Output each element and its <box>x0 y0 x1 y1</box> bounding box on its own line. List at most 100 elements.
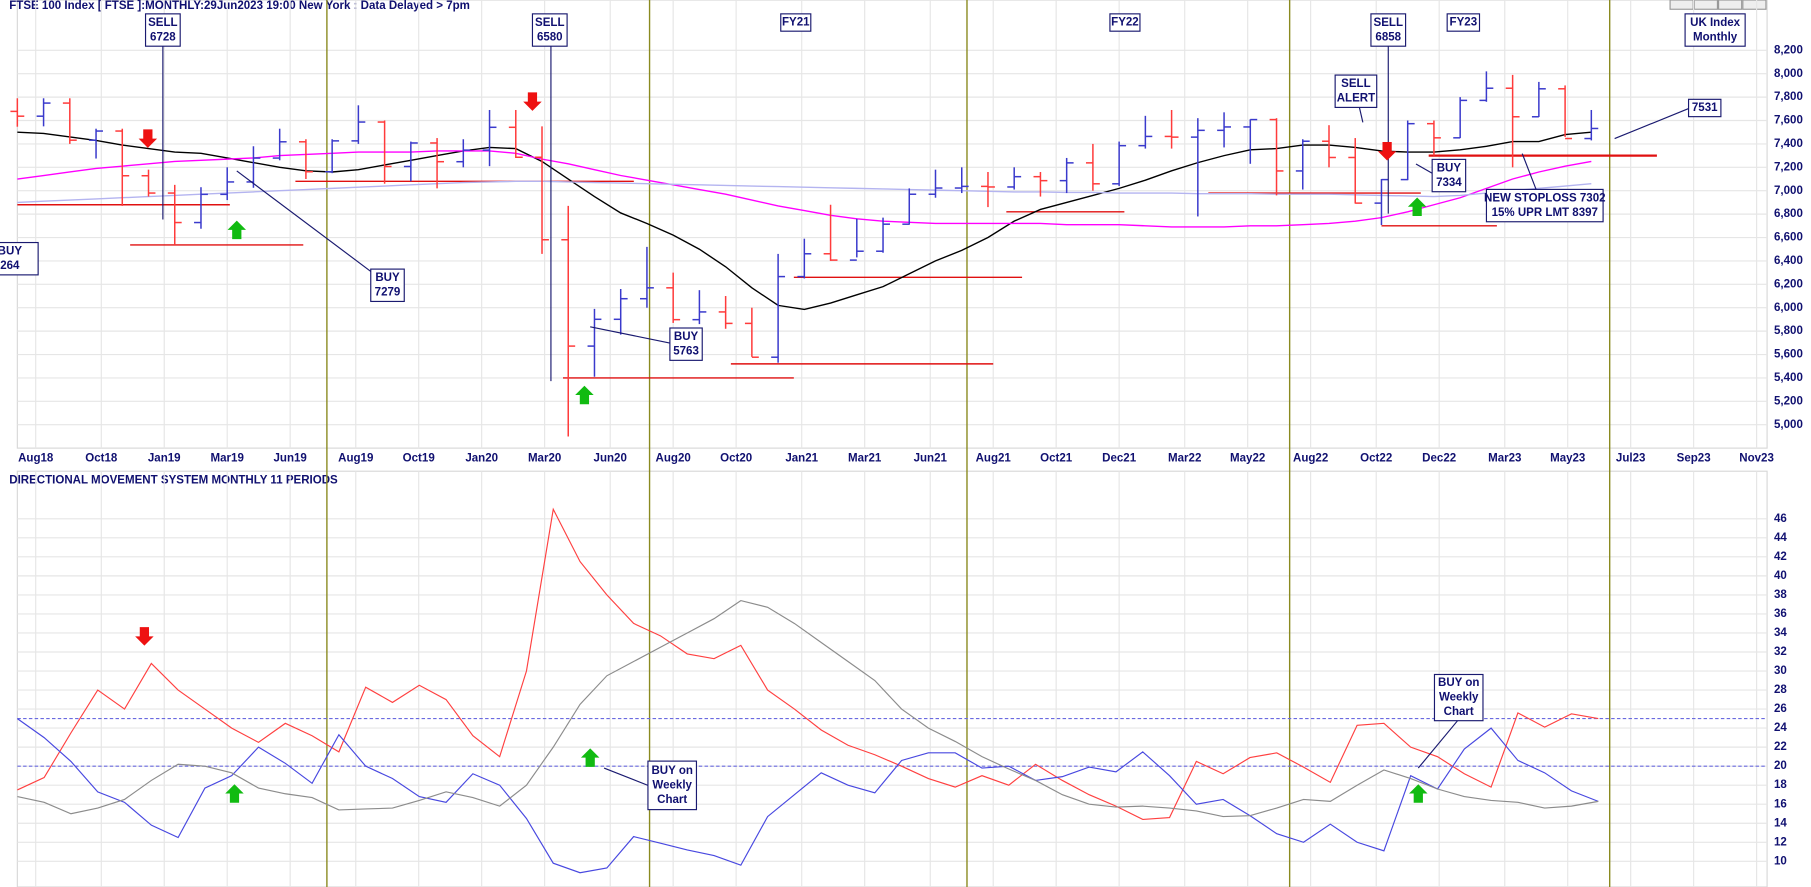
x-tick-label: Jun20 <box>594 453 627 465</box>
buy-arrow <box>580 748 600 767</box>
nav-first[interactable] <box>1669 0 1694 10</box>
y-tick-label: 7,000 <box>1774 185 1803 197</box>
annotation-text: SELL <box>1374 17 1403 29</box>
annotation-text: 5763 <box>673 345 699 357</box>
x-tick-label: Mar23 <box>1488 453 1521 465</box>
annotation-text: SELL <box>1341 78 1370 90</box>
x-tick-label: Oct22 <box>1360 453 1392 465</box>
sell-arrow <box>135 627 154 646</box>
x-tick-label: Oct20 <box>720 453 752 465</box>
y-tick-label: 7,800 <box>1774 91 1803 103</box>
x-tick-label: Oct21 <box>1040 453 1073 465</box>
annotation-text: 15% UPR LMT 8397 <box>1492 207 1598 219</box>
annotation-box <box>1431 158 1467 193</box>
annotation-text: ALERT <box>1337 93 1375 105</box>
annotation-leader <box>1614 108 1689 140</box>
x-tick-label: Mar21 <box>848 453 882 465</box>
annotation-text: Monthly <box>1693 31 1738 43</box>
x-tick-label: Aug18 <box>18 453 54 465</box>
annotation-box <box>780 13 812 32</box>
annotation-box <box>370 268 405 303</box>
annotation-text: 6728 <box>150 31 176 43</box>
x-tick-label: Dec21 <box>1102 453 1137 465</box>
annotation-text: 7334 <box>1436 177 1462 189</box>
annotation-text: Chart <box>657 794 687 806</box>
panel-title: DIRECTIONAL MOVEMENT SYSTEM MONTHLY 11 P… <box>9 475 338 487</box>
x-tick-label: Jan21 <box>785 453 818 465</box>
x-tick-label: Oct18 <box>85 453 118 465</box>
nav-last[interactable] <box>1742 0 1767 10</box>
y-tick-label: 26 <box>1774 703 1787 715</box>
annotation-box <box>1446 13 1481 32</box>
indicator-line <box>17 599 1599 818</box>
dmi-panel <box>16 470 1768 887</box>
x-tick-label: May23 <box>1550 453 1585 465</box>
annotation-leader <box>603 767 649 786</box>
annotation-text: 264 <box>0 260 20 272</box>
y-tick-label: 6,200 <box>1774 278 1803 290</box>
annotation-leader <box>236 170 372 272</box>
y-tick-label: 14 <box>1774 817 1787 829</box>
annotation-box <box>0 241 39 276</box>
annotation-text: Chart <box>1444 706 1474 718</box>
indicator-line <box>17 507 1599 821</box>
x-tick-label: Nov23 <box>1739 453 1774 465</box>
buy-arrow <box>1407 197 1427 216</box>
y-tick-label: 42 <box>1774 551 1787 563</box>
x-tick-label: Mar22 <box>1168 453 1201 465</box>
y-tick-label: 6,400 <box>1774 255 1803 267</box>
x-tick-label: Jun21 <box>914 453 948 465</box>
y-tick-label: 34 <box>1774 627 1787 639</box>
nav-next[interactable] <box>1718 0 1743 10</box>
annotation-leader <box>1521 153 1537 190</box>
y-tick-label: 5,600 <box>1774 349 1803 361</box>
annotation-box <box>1684 13 1746 47</box>
x-tick-label: Mar20 <box>528 453 561 465</box>
annotation-text: BUY <box>375 272 400 284</box>
x-tick-label: Aug22 <box>1293 453 1328 465</box>
annotation-text: Weekly <box>1439 692 1479 704</box>
y-tick-label: 5,800 <box>1774 325 1803 337</box>
annotation-text: BUY <box>0 246 22 258</box>
x-tick-label: Aug19 <box>338 453 373 465</box>
y-tick-label: 5,000 <box>1774 419 1803 431</box>
annotation-text: FY23 <box>1450 17 1478 29</box>
x-tick-label: Jan19 <box>148 453 181 465</box>
nav-prev[interactable] <box>1693 0 1719 10</box>
annotation-text: UK Index <box>1690 17 1741 29</box>
y-tick-label: 24 <box>1774 722 1787 734</box>
y-tick-label: 5,200 <box>1774 395 1803 407</box>
y-tick-label: 30 <box>1774 665 1787 677</box>
annotation-text: BUY on <box>1438 677 1479 689</box>
y-tick-label: 20 <box>1774 760 1787 772</box>
annotation-text: BUY on <box>651 765 692 777</box>
y-tick-label: 18 <box>1774 779 1787 791</box>
annotation-leader <box>1415 163 1433 174</box>
annotation-text: 7531 <box>1692 102 1718 114</box>
buy-arrow <box>227 220 247 240</box>
y-tick-label: 28 <box>1774 684 1787 696</box>
annotation-text: NEW STOPLOSS 7302 <box>1484 192 1606 204</box>
sell-arrow <box>138 129 158 148</box>
y-tick-label: 7,400 <box>1774 138 1803 150</box>
y-tick-label: 6,000 <box>1774 302 1803 314</box>
x-tick-label: May22 <box>1230 453 1265 465</box>
y-tick-label: 8,000 <box>1774 68 1803 80</box>
x-tick-label: Dec22 <box>1422 453 1456 465</box>
annotation-text: FY22 <box>1111 17 1139 29</box>
y-tick-label: 5,400 <box>1774 372 1803 384</box>
y-tick-label: 12 <box>1774 836 1787 848</box>
annotation-box <box>1485 188 1604 223</box>
annotation-text: SELL <box>535 17 564 29</box>
nav-buttons <box>1669 0 1767 10</box>
y-tick-label: 7,600 <box>1774 115 1803 127</box>
buy-arrow <box>225 784 244 803</box>
y-tick-label: 44 <box>1774 532 1787 544</box>
annotation-text: 6858 <box>1375 31 1401 43</box>
x-tick-label: Sep23 <box>1677 453 1711 465</box>
y-tick-label: 6,800 <box>1774 208 1803 220</box>
y-tick-label: 22 <box>1774 741 1787 753</box>
y-tick-label: 16 <box>1774 798 1787 810</box>
